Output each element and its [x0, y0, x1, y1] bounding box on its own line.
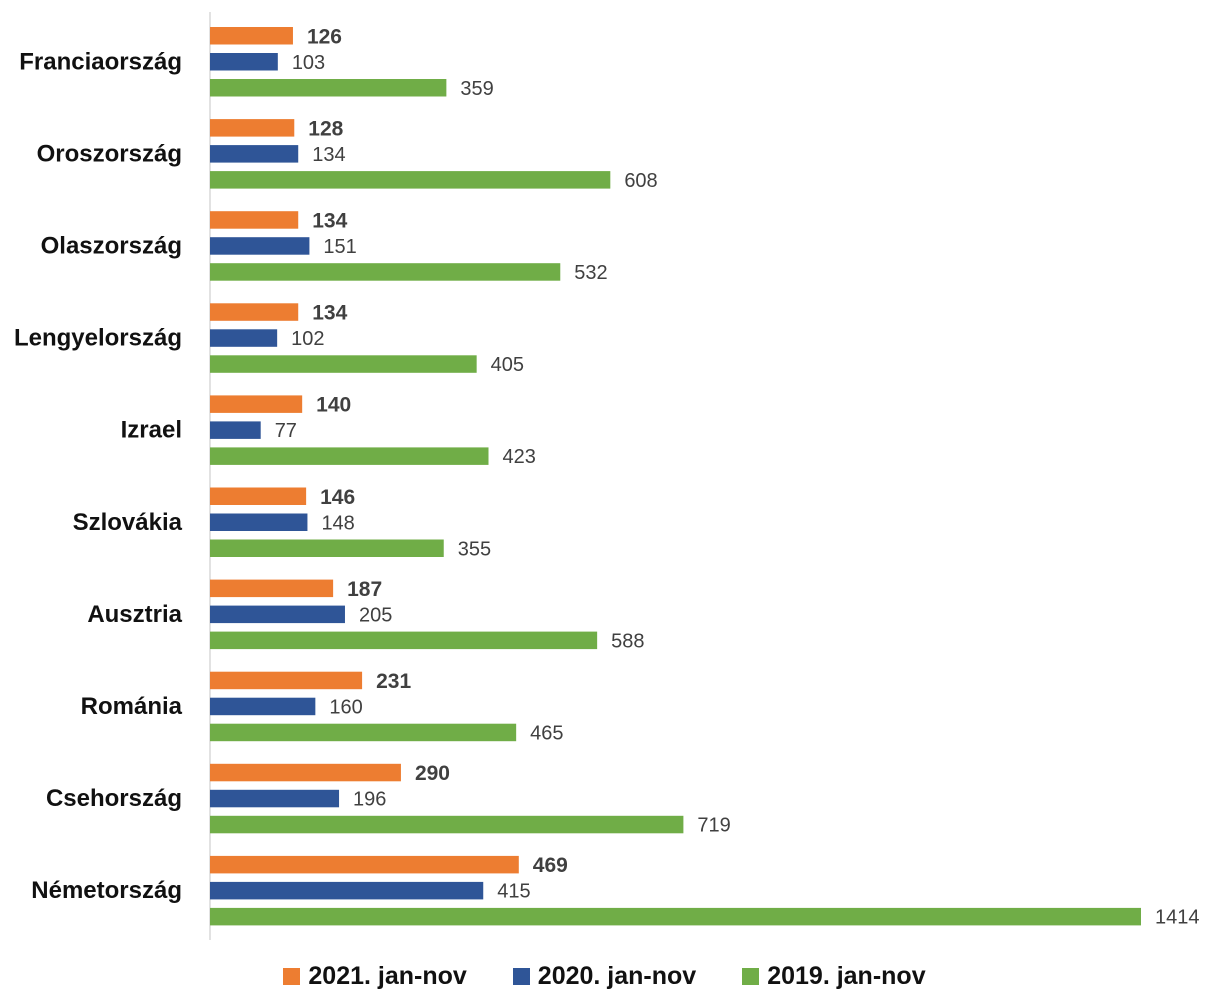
plot-area: Franciaország 126 103 359 Oroszország 128 134 6… [14, 25, 1200, 928]
category-label-nemetorszag: Németország [31, 877, 182, 904]
bar-2019-jan-nov-szlovakia [210, 539, 444, 557]
data-label-2020-jan-nov-nemetorszag: 415 [497, 881, 530, 903]
category-label-franciaorszag: Franciaország [19, 48, 182, 75]
bar-2021-jan-nov-franciaorszag [210, 27, 293, 45]
bar-2021-jan-nov-romania [210, 671, 363, 690]
data-label-2021-jan-nov-franciaorszag: 126 [307, 25, 342, 48]
data-label-2020-jan-nov-oroszorszag: 134 [312, 144, 345, 166]
bar-2021-jan-nov-csehorszag [210, 763, 401, 782]
bar-2019-jan-nov-csehorszag [210, 815, 684, 834]
bar-2021-jan-nov-ausztria [210, 579, 334, 598]
data-label-2019-jan-nov-ausztria: 588 [611, 630, 644, 652]
bar-2019-jan-nov-romania [210, 723, 517, 742]
legend-label-2021-jan-nov: 2021. jan-nov [308, 961, 467, 990]
data-label-2019-jan-nov-szlovakia: 355 [458, 538, 491, 560]
bar-2020-jan-nov-csehorszag [210, 789, 340, 808]
legend-swatch-2019-jan-nov [742, 967, 760, 985]
data-label-2020-jan-nov-romania: 160 [329, 696, 362, 718]
data-label-2019-jan-nov-lengyelorszag: 405 [491, 354, 524, 376]
data-label-2020-jan-nov-izrael: 77 [275, 420, 297, 442]
data-label-2021-jan-nov-lengyelorszag: 134 [312, 302, 347, 325]
category-label-romania: Románia [81, 693, 183, 720]
data-label-2021-jan-nov-csehorszag: 290 [415, 762, 450, 785]
bar-2020-jan-nov-izrael [210, 421, 261, 439]
bar-2021-jan-nov-szlovakia [210, 487, 307, 505]
legend-label-2019-jan-nov: 2019. jan-nov [767, 961, 926, 990]
bar-2020-jan-nov-olaszorszag [210, 237, 310, 255]
data-label-2019-jan-nov-oroszorszag: 608 [624, 170, 657, 192]
data-label-2019-jan-nov-olaszorszag: 532 [574, 262, 607, 284]
bar-2020-jan-nov-romania [210, 697, 316, 716]
bar-2021-jan-nov-nemetorszag [210, 855, 519, 874]
data-label-2020-jan-nov-franciaorszag: 103 [292, 52, 325, 74]
bar-chart: Franciaország 126 103 359 Oroszország 128 134 6… [14, 12, 1200, 940]
data-label-2021-jan-nov-oroszorszag: 128 [308, 117, 343, 140]
data-label-2019-jan-nov-csehorszag: 719 [697, 815, 730, 837]
category-label-izrael: Izrael [121, 417, 182, 444]
category-label-olaszorszag: Olaszország [41, 232, 182, 259]
bar-2020-jan-nov-oroszorszag [210, 145, 299, 163]
data-label-2021-jan-nov-romania: 231 [376, 670, 411, 693]
category-label-oroszorszag: Oroszország [37, 140, 182, 167]
bar-2019-jan-nov-franciaorszag [210, 79, 447, 97]
category-label-szlovakia: Szlovákia [73, 509, 183, 536]
bar-2021-jan-nov-olaszorszag [210, 211, 299, 229]
bar-2020-jan-nov-ausztria [210, 605, 345, 624]
legend-swatch-2021-jan-nov [283, 967, 301, 985]
bar-2019-jan-nov-lengyelorszag [210, 355, 477, 373]
data-label-2021-jan-nov-olaszorszag: 134 [312, 209, 347, 232]
data-label-2020-jan-nov-ausztria: 205 [359, 604, 392, 626]
bar-2019-jan-nov-oroszorszag [210, 171, 611, 189]
legend-item-2021-jan-nov: 2021. jan-nov [283, 961, 467, 991]
bar-2021-jan-nov-izrael [210, 395, 303, 413]
bar-2021-jan-nov-lengyelorszag [210, 303, 299, 321]
data-label-2019-jan-nov-izrael: 423 [503, 446, 536, 468]
legend-item-2019-jan-nov: 2019. jan-nov [742, 961, 926, 991]
legend-item-2020-jan-nov: 2020. jan-nov [512, 961, 697, 991]
data-label-2021-jan-nov-szlovakia: 146 [320, 486, 355, 509]
bar-2020-jan-nov-lengyelorszag [210, 329, 278, 347]
bar-2020-jan-nov-nemetorszag [210, 881, 484, 900]
data-label-2019-jan-nov-nemetorszag: 1414 [1155, 907, 1200, 929]
data-label-2020-jan-nov-szlovakia: 148 [321, 512, 354, 534]
data-label-2020-jan-nov-csehorszag: 196 [353, 789, 386, 811]
data-label-2021-jan-nov-ausztria: 187 [347, 578, 382, 601]
bar-2020-jan-nov-franciaorszag [210, 53, 278, 71]
data-label-2020-jan-nov-olaszorszag: 151 [323, 236, 356, 258]
bar-2019-jan-nov-nemetorszag [210, 907, 1141, 926]
data-label-2021-jan-nov-izrael: 140 [316, 394, 351, 417]
bar-2021-jan-nov-oroszorszag [210, 119, 295, 137]
bar-2019-jan-nov-olaszorszag [210, 263, 561, 281]
legend-label-2020-jan-nov: 2020. jan-nov [537, 961, 697, 990]
category-label-lengyelorszag: Lengyelország [14, 325, 182, 352]
data-label-2020-jan-nov-lengyelorszag: 102 [291, 328, 324, 350]
bar-2019-jan-nov-ausztria [210, 631, 598, 650]
bar-2019-jan-nov-izrael [210, 447, 489, 465]
bar-2020-jan-nov-szlovakia [210, 513, 308, 531]
legend-swatch-2020-jan-nov [512, 967, 530, 985]
category-label-ausztria: Ausztria [87, 601, 182, 628]
data-label-2019-jan-nov-franciaorszag: 359 [460, 78, 493, 100]
chart-legend: 2021. jan-nov 2020. jan-nov 2019. jan-nov [0, 954, 1209, 998]
data-label-2021-jan-nov-nemetorszag: 469 [533, 854, 568, 877]
category-label-csehorszag: Csehország [46, 785, 182, 812]
data-label-2019-jan-nov-romania: 465 [530, 722, 563, 744]
